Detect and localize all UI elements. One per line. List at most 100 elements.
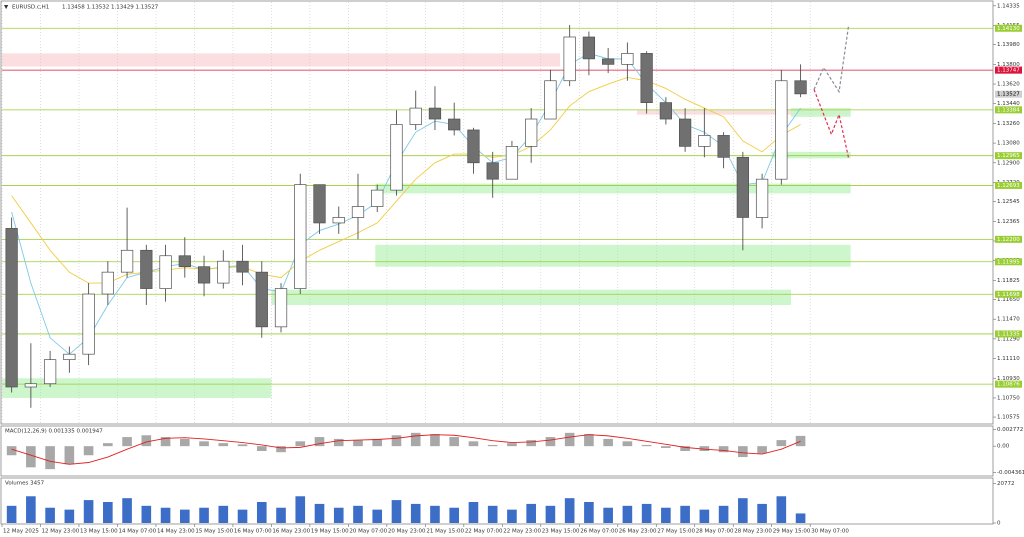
candle-body <box>82 293 95 355</box>
collapse-arrow[interactable]: ▼ <box>4 5 9 11</box>
level-label: 1.10876 <box>997 382 1020 388</box>
volume-bar <box>622 505 633 523</box>
candle-body <box>563 36 576 82</box>
volume-bar <box>526 503 536 523</box>
macd-bar <box>179 438 190 447</box>
zone <box>2 53 561 67</box>
macd-bar <box>680 446 690 451</box>
level-label: 1.14130 <box>997 26 1020 32</box>
macd-bar <box>776 440 787 447</box>
candle-body <box>294 184 307 289</box>
candle-body <box>621 53 634 65</box>
macd-frame <box>0 425 994 477</box>
candle-body <box>544 80 557 120</box>
x-tick-label: 30 May 07:00 <box>811 529 849 535</box>
volume-bar <box>699 509 710 523</box>
volume-bar <box>83 500 94 523</box>
volume-bar <box>256 502 267 523</box>
macd-bar <box>468 441 479 447</box>
y-tick-label: 1.14335 <box>997 3 1020 9</box>
macd-bar <box>276 446 286 453</box>
level-label-bg <box>995 152 1022 160</box>
candle-body <box>332 217 345 224</box>
level-label-bg <box>995 290 1022 298</box>
zone <box>271 289 791 305</box>
macd-bar <box>218 443 229 447</box>
x-tick-label: 13 May 15:00 <box>80 529 118 535</box>
x-tick-label: 14 May 07:00 <box>118 529 156 535</box>
macd-bar <box>295 441 306 447</box>
macd-bar <box>199 441 209 447</box>
x-tick-label: 19 May 15:00 <box>311 529 349 535</box>
candle-body <box>255 271 268 328</box>
volume-bar <box>584 502 594 523</box>
macd-bar <box>26 446 36 468</box>
zone <box>790 108 851 117</box>
macd-bar <box>391 435 402 447</box>
candle-body <box>582 36 596 60</box>
y-tick-label: 0.00 <box>997 444 1010 450</box>
volume-bar <box>641 503 652 523</box>
macd-bar <box>584 434 594 447</box>
price-pane: 1.143351.141551.139801.138001.136201.134… <box>1 2 1022 424</box>
y-tick-label: 20772 <box>997 481 1015 487</box>
candle-body <box>467 129 480 164</box>
volume-bar <box>6 505 17 523</box>
x-tick-label: 20 May 07:00 <box>349 529 387 535</box>
candle-body <box>775 80 788 180</box>
current-price-bg <box>995 90 1022 98</box>
candle-body <box>274 288 288 328</box>
volume-bar <box>795 513 806 523</box>
macd-bar <box>141 435 152 447</box>
y-tick-label: 1.11650 <box>997 297 1020 303</box>
volume-bar <box>661 507 671 523</box>
y-tick-label: 1.13080 <box>997 141 1020 147</box>
y-tick-label: 1.13800 <box>997 62 1020 68</box>
y-tick-label: 1.11470 <box>997 317 1020 323</box>
level-label-bg <box>995 181 1022 189</box>
macd-bar <box>237 444 248 447</box>
candle-body <box>409 107 422 125</box>
candle-body <box>390 124 403 191</box>
macd-bar <box>795 435 806 447</box>
macd-bar <box>622 441 633 447</box>
x-tick-label: 27 May 15:00 <box>657 529 695 535</box>
x-tick-label: 12 May 2025 <box>3 529 39 535</box>
x-tick-label: 16 May 23:00 <box>272 529 310 535</box>
candle-body <box>120 249 134 273</box>
volume-bar <box>122 498 132 523</box>
volume-bar <box>564 498 575 523</box>
x-tick-label: 21 May 15:00 <box>426 529 464 535</box>
volume-bar <box>218 505 229 523</box>
y-tick-label: 1.12900 <box>997 160 1020 166</box>
macd-bar <box>353 440 363 447</box>
y-tick-label: 1.12545 <box>997 199 1020 205</box>
x-tick-label: 12 May 23:00 <box>41 529 79 535</box>
volume-title: Volumes 3457 <box>5 481 45 487</box>
price-frame <box>0 0 994 425</box>
y-tick-label: 0.002772 <box>997 427 1023 433</box>
macd-bar <box>160 437 171 447</box>
x-tick-label: 28 May 23:00 <box>734 529 772 535</box>
x-tick-label: 28 May 07:00 <box>696 529 734 535</box>
macd-bar <box>564 432 575 447</box>
x-tick-label: 22 May 23:00 <box>503 529 541 535</box>
y-tick-label: 1.10930 <box>997 376 1020 382</box>
macd-bar <box>545 437 556 447</box>
x-tick-label: 29 May 15:00 <box>773 529 811 535</box>
candle-body <box>486 162 499 180</box>
candle-body <box>236 260 249 273</box>
level-label: 1.11995 <box>997 259 1020 265</box>
candle-body <box>197 266 211 284</box>
macd-bar <box>603 438 613 447</box>
macd-bar <box>757 446 767 454</box>
candle-body <box>24 383 37 388</box>
x-tick-label: 16 May 07:00 <box>234 529 272 535</box>
macd-bar <box>122 437 132 447</box>
ohlc-readout: 1.13458 1.13532 1.13429 1.13527 <box>62 5 159 11</box>
candle-body <box>698 135 711 147</box>
macd-bar <box>372 438 383 447</box>
candle-body <box>505 146 519 180</box>
y-tick-label: 1.10575 <box>997 415 1020 421</box>
